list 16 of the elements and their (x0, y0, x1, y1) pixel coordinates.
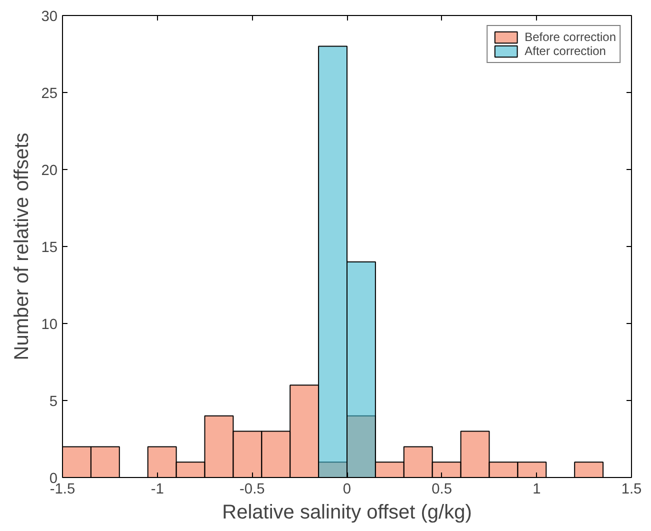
x-tick-label: 1 (532, 482, 541, 498)
x-tick-label: 0 (342, 482, 352, 498)
y-tick-label: 15 (41, 240, 58, 256)
x-tick-label: 1.5 (621, 482, 642, 498)
x-axis-title: Relative salinity offset (g/kg) (222, 502, 472, 524)
x-tick-label: -0.5 (240, 482, 265, 498)
legend-label: After correction (524, 44, 606, 58)
x-tick-label: 0.5 (432, 482, 452, 498)
y-tick-label: 30 (41, 9, 58, 25)
x-tick-label: -1 (150, 482, 164, 498)
y-tick-label: 5 (49, 394, 58, 410)
y-tick-label: 20 (41, 163, 58, 179)
y-tick-label: 10 (41, 317, 58, 333)
y-axis-title: Number of relative offsets (11, 132, 34, 360)
legend-label: Before correction (524, 30, 616, 44)
y-tick-label: 25 (41, 86, 58, 102)
